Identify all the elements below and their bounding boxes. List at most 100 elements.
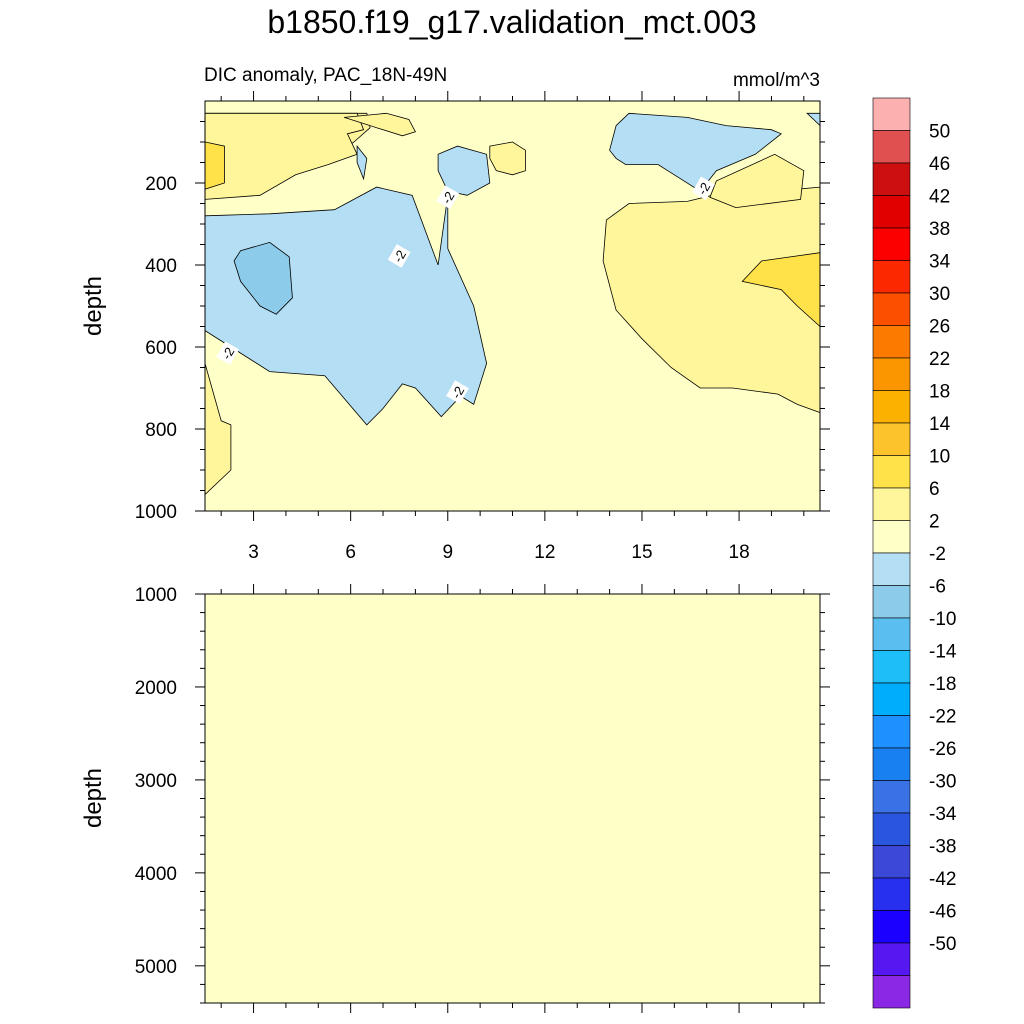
plot-background-fill (205, 594, 820, 1003)
y-tick-label-5000: 5000 (135, 957, 177, 978)
colorbar-label-9: 14 (929, 414, 951, 435)
contour-line-label-0: -2 (436, 185, 460, 210)
colorbar-box-15 (872, 585, 911, 619)
colorbar-label-21: -34 (929, 804, 957, 825)
colorbar-label-1: 46 (929, 154, 950, 175)
bottom-plot-area: 1000 2000 3000 4000 5000 (135, 584, 830, 1013)
colorbar-label-13: -2 (929, 544, 946, 565)
units-label: mmol/m^3 (733, 70, 820, 91)
contour-region-4 (602, 186, 820, 414)
top-panel: DIC anomaly, PAC_18N-49N mmol/m^3 -2-2-2… (80, 65, 830, 563)
colorbar-label-12: 2 (929, 512, 940, 533)
top-plot-area: -2 -2 -2 -2 -2 200 400 600 800 1000 3 6 9 12 15 18 (135, 91, 830, 563)
contour-region-14 (233, 241, 293, 315)
colorbar-label-10: 10 (929, 447, 950, 468)
y-tick-label-600: 600 (145, 338, 177, 359)
colorbar-label-15: -10 (929, 609, 956, 630)
colorbar-box-26 (872, 942, 911, 976)
colorbar-box-13 (872, 520, 911, 554)
colorbar-box-21 (872, 780, 911, 814)
contour-line-label-1: -2 (387, 244, 411, 268)
bottom-panel: 1000 2000 3000 4000 5000 depth (80, 584, 830, 1013)
x-tick-label-18: 18 (729, 542, 750, 563)
contour-region-8 (709, 153, 805, 209)
colorbar-label-22: -38 (929, 837, 956, 858)
colorbar-box-8 (872, 357, 911, 391)
colorbar-label-4: 34 (929, 252, 951, 273)
colorbar-label-20: -30 (929, 772, 956, 793)
y-tick-label-200: 200 (145, 174, 177, 195)
y-tick-label-3000: 3000 (135, 771, 177, 792)
colorbar-box-9 (872, 390, 911, 424)
colorbar-label-17: -18 (929, 674, 956, 695)
colorbar-label-14: -6 (929, 577, 946, 598)
y-tick-label-400: 400 (145, 256, 177, 277)
y-tick-label-2000: 2000 (135, 678, 177, 699)
colorbar-label-11: 6 (929, 479, 940, 500)
x-tick-label-12: 12 (534, 542, 555, 563)
colorbar-box-2 (872, 162, 911, 196)
colorbar-label-18: -22 (929, 707, 956, 728)
colorbar-box-19 (872, 715, 911, 749)
colorbar-label-24: -46 (929, 902, 956, 923)
colorbar-box-20 (872, 747, 911, 781)
colorbar-box-17 (872, 650, 911, 684)
contour-line-label-3: -2 (446, 380, 469, 404)
colorbar-label-19: -26 (929, 739, 956, 760)
colorbar-label-7: 22 (929, 349, 950, 370)
colorbar-box-22 (872, 812, 911, 846)
colorbar-box-5 (872, 260, 911, 294)
x-tick-label-9: 9 (442, 542, 453, 563)
y-tick-label-800: 800 (145, 420, 177, 441)
contour-region-6 (205, 141, 225, 190)
y-tick-label-1000: 1000 (135, 502, 177, 523)
colorbar-label-2: 42 (929, 187, 950, 208)
contour-region-5 (741, 252, 820, 328)
colorbar-box-23 (872, 845, 911, 879)
contour-line-label-2: -2 (216, 341, 240, 365)
colorbar: 50 46 42 38 34 30 26 22 18 14 10 6 2 -2 -6 -10 -14 -18 -22… (872, 97, 957, 1009)
contour-region-11 (356, 144, 368, 181)
axis-ticks (195, 91, 830, 521)
colorbar-box-4 (872, 227, 911, 261)
colorbar-label-23: -42 (929, 869, 956, 890)
colorbar-label-3: 38 (929, 219, 950, 240)
figure-title: b1850.f19_g17.validation_mct.003 (267, 4, 756, 40)
axis-ticks (195, 584, 830, 1013)
x-tick-label-15: 15 (631, 542, 652, 563)
colorbar-box-10 (872, 422, 911, 456)
colorbar-label-8: 18 (929, 382, 950, 403)
colorbar-label-5: 30 (929, 284, 950, 305)
colorbar-box-11 (872, 455, 911, 489)
contour-region-2 (344, 112, 416, 137)
colorbar-box-14 (872, 552, 911, 586)
colorbar-box-3 (872, 195, 911, 229)
y-tick-label-1000: 1000 (135, 585, 177, 606)
colorbar-box-7 (872, 325, 911, 359)
colorbar-label-16: -14 (929, 642, 957, 663)
colorbar-box-6 (872, 292, 911, 326)
colorbar-label-0: 50 (929, 122, 950, 143)
colorbar-label-25: -50 (929, 934, 956, 955)
colorbar-box-25 (872, 910, 911, 944)
x-tick-label-3: 3 (248, 542, 259, 563)
top-panel-subtitle: DIC anomaly, PAC_18N-49N (204, 65, 447, 86)
colorbar-box-24 (872, 877, 911, 911)
colorbar-label-6: 26 (929, 317, 950, 338)
top-y-axis-label: depth (80, 276, 107, 336)
contour-region-12 (609, 112, 782, 192)
contour-region-3 (489, 141, 526, 176)
y-tick-label-4000: 4000 (135, 864, 177, 885)
contour-region-7 (205, 363, 232, 496)
bottom-y-axis-label: depth (80, 768, 107, 828)
colorbar-box-12 (872, 487, 911, 521)
x-tick-label-6: 6 (345, 542, 356, 563)
contour-line-label-4: -2 (692, 176, 715, 201)
colorbar-box-18 (872, 682, 911, 716)
colorbar-box-0 (872, 97, 911, 131)
colorbar-box-1 (872, 130, 911, 164)
colorbar-box-16 (872, 617, 911, 651)
contour-region-13 (806, 112, 820, 127)
colorbar-box-27 (872, 975, 911, 1009)
